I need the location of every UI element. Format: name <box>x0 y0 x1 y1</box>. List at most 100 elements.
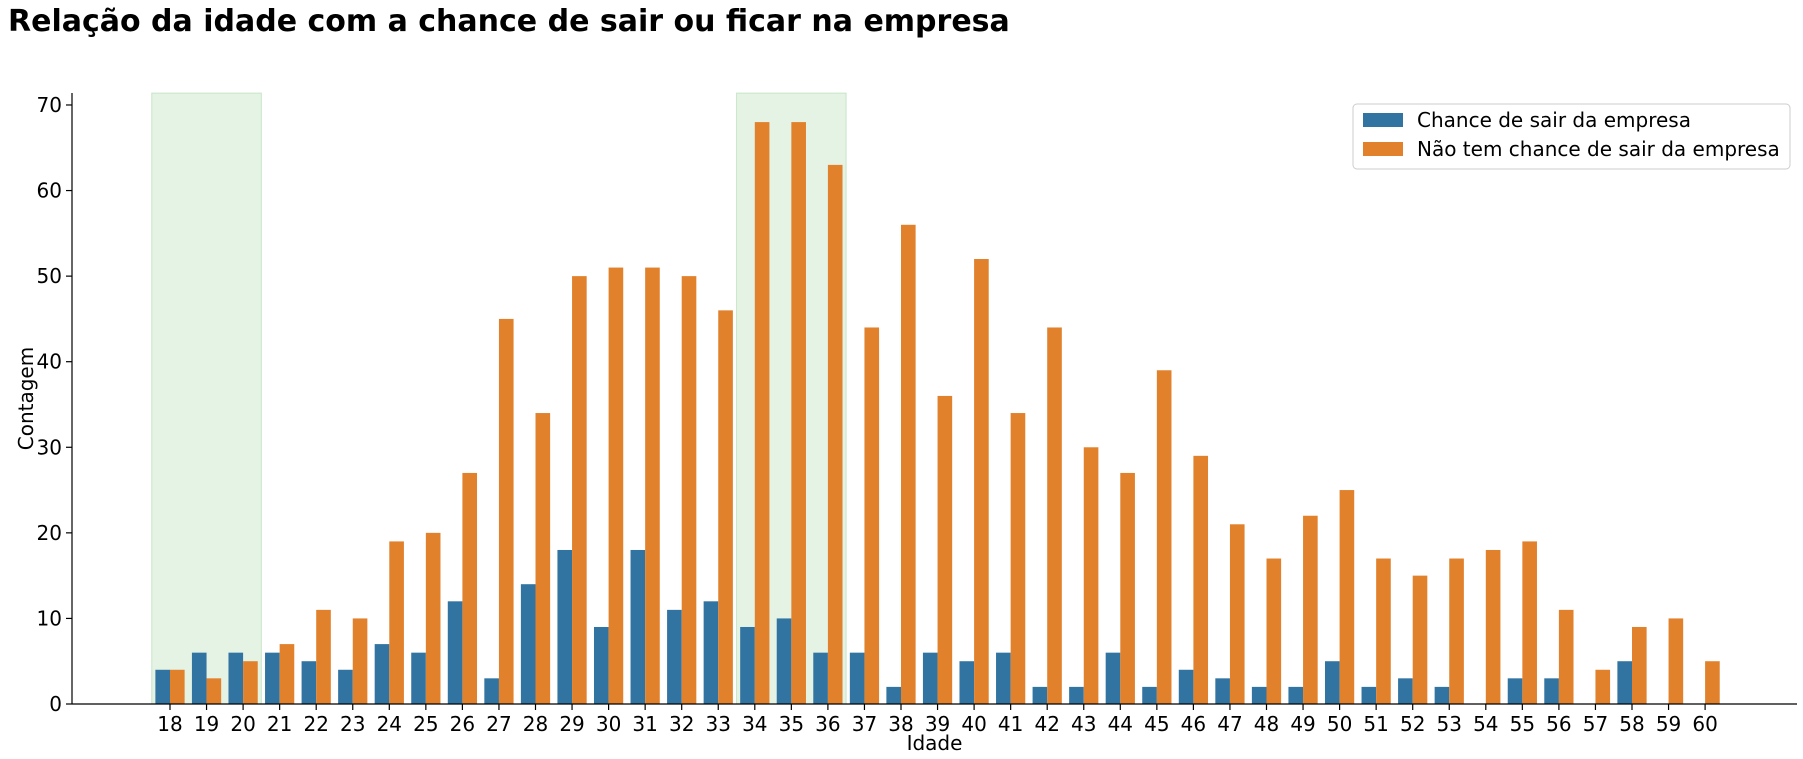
x-tick-label: 57 <box>1583 712 1608 736</box>
bar <box>1595 669 1611 704</box>
x-tick-label: 35 <box>779 712 804 736</box>
x-tick-label: 43 <box>1071 712 1096 736</box>
bar <box>1632 626 1647 704</box>
bar <box>170 669 185 704</box>
bar <box>535 413 551 704</box>
bar <box>1361 686 1377 704</box>
x-tick-label: 41 <box>998 712 1023 736</box>
x-axis-label: Idade <box>907 731 963 755</box>
x-tick-label: 25 <box>413 712 438 736</box>
x-tick-label: 20 <box>230 712 255 736</box>
bar <box>1178 669 1194 704</box>
x-tick-label: 29 <box>559 712 584 736</box>
bar <box>265 652 280 704</box>
bar <box>1522 541 1537 704</box>
x-tick-label: 50 <box>1327 712 1352 736</box>
x-tick-label: 48 <box>1254 712 1279 736</box>
y-tick-label: 70 <box>37 93 62 117</box>
x-tick-label: 45 <box>1144 712 1169 736</box>
bar <box>557 549 573 704</box>
bar <box>974 259 989 704</box>
y-tick-label: 30 <box>37 435 62 459</box>
bar <box>425 532 441 704</box>
bar <box>228 652 244 704</box>
x-tick-label: 33 <box>706 712 731 736</box>
bar <box>279 644 295 704</box>
x-tick-label: 55 <box>1510 712 1535 736</box>
bar <box>827 164 843 705</box>
bar <box>498 318 514 704</box>
legend-label: Não tem chance de sair da empresa <box>1417 137 1780 161</box>
bar <box>1069 686 1084 704</box>
bar <box>316 609 331 704</box>
legend: Chance de sair da empresa Não tem chance … <box>1352 103 1791 170</box>
x-tick-label: 58 <box>1619 712 1644 736</box>
x-tick-label: 18 <box>157 712 182 736</box>
bar <box>791 122 806 705</box>
bar <box>520 584 536 704</box>
y-tick-label: 50 <box>37 264 62 288</box>
y-tick-label: 60 <box>37 179 62 203</box>
bar <box>1339 490 1355 704</box>
x-tick-label: 21 <box>267 712 292 736</box>
bar <box>593 626 609 704</box>
legend-box <box>1352 103 1791 170</box>
y-tick-label: 40 <box>37 350 62 374</box>
bar <box>1398 678 1413 704</box>
bar <box>608 267 624 704</box>
x-tick-label: 42 <box>1034 712 1059 736</box>
bar <box>1120 472 1135 704</box>
bar <box>1288 686 1304 704</box>
chart-title: Relação da idade com a chance de sair ou… <box>8 4 1010 39</box>
x-tick-label: 37 <box>852 712 877 736</box>
x-tick-label: 23 <box>340 712 365 736</box>
bar <box>1083 447 1099 704</box>
bar <box>155 669 170 704</box>
x-tick-label: 36 <box>815 712 840 736</box>
bar <box>754 122 770 705</box>
bar <box>703 601 719 704</box>
bar <box>1485 549 1501 704</box>
x-tick-label: 28 <box>523 712 548 736</box>
bar <box>1544 678 1559 704</box>
bar <box>681 276 697 704</box>
bar <box>411 652 426 704</box>
bar <box>1668 618 1684 704</box>
bar <box>1303 515 1318 704</box>
x-tick-label: 39 <box>925 712 950 736</box>
legend-swatch <box>1363 142 1403 156</box>
bar <box>1251 686 1267 704</box>
y-tick-label: 0 <box>49 692 62 716</box>
bar <box>630 549 646 704</box>
bar <box>206 678 222 704</box>
bar <box>1617 661 1632 704</box>
legend-label: Chance de sair da empresa <box>1417 108 1691 132</box>
x-tick-label: 44 <box>1108 712 1133 736</box>
bar <box>1142 686 1157 704</box>
bar <box>1324 661 1340 704</box>
bar <box>1705 661 1720 704</box>
x-tick-label: 51 <box>1363 712 1388 736</box>
bar <box>484 678 499 704</box>
bar <box>740 626 755 704</box>
bar <box>667 609 682 704</box>
x-tick-label: 24 <box>377 712 402 736</box>
bar <box>886 686 901 704</box>
x-tick-label: 56 <box>1546 712 1571 736</box>
bar <box>645 267 660 704</box>
bar <box>1558 609 1574 704</box>
bar <box>1434 686 1450 704</box>
bar <box>338 669 353 704</box>
x-tick-label: 22 <box>303 712 328 736</box>
y-tick-label: 20 <box>37 521 62 545</box>
bar <box>1032 686 1048 704</box>
bar <box>1412 575 1428 704</box>
bar <box>1215 678 1230 704</box>
bar <box>1010 413 1026 704</box>
bar <box>1449 558 1464 704</box>
bar <box>922 652 938 704</box>
bar <box>1105 652 1121 704</box>
x-tick-label: 53 <box>1437 712 1462 736</box>
